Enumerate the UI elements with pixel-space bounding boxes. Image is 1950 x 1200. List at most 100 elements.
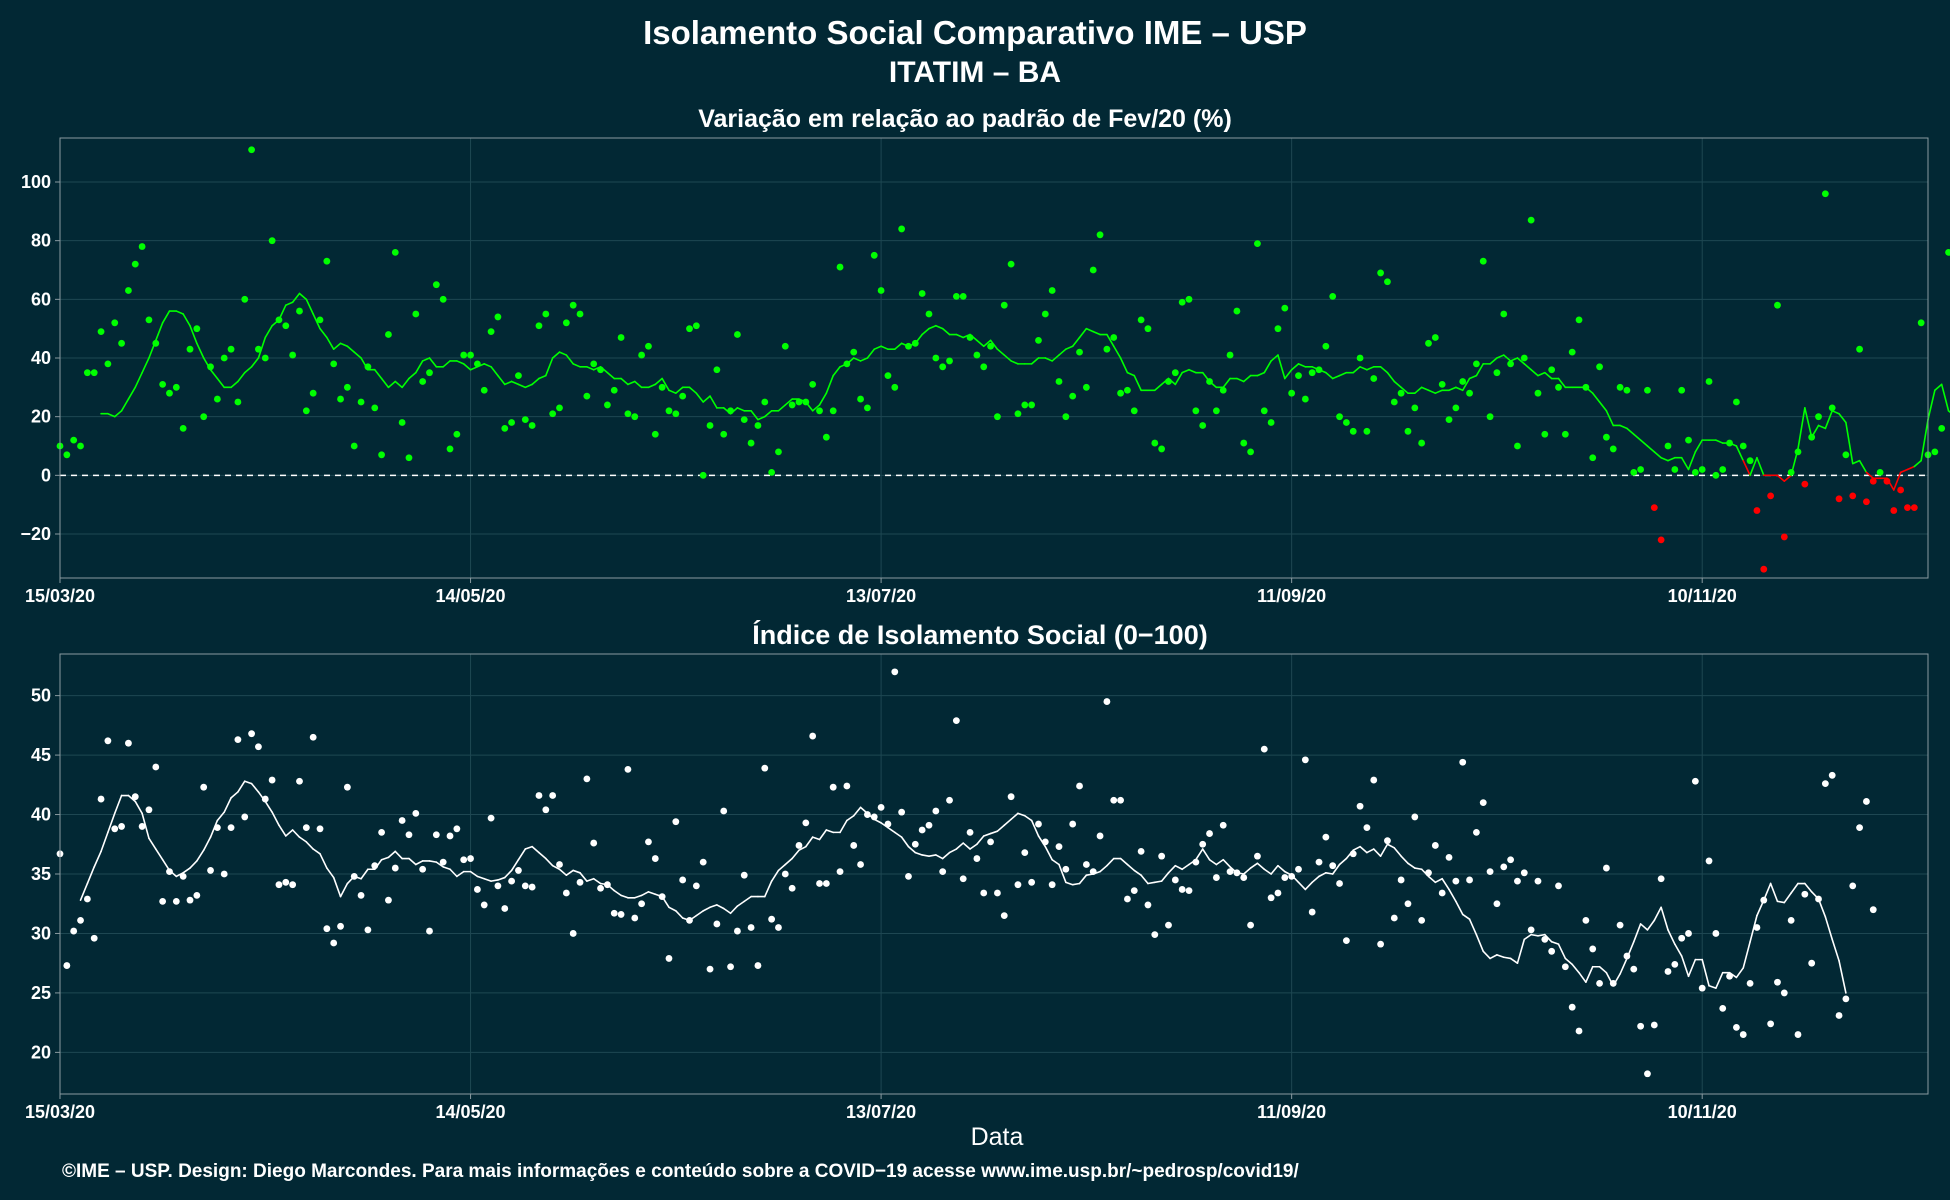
data-point [528, 422, 536, 429]
data-point [542, 310, 550, 318]
moving-average-segment [1427, 389, 1437, 395]
data-point [432, 831, 440, 839]
data-point [665, 955, 673, 962]
moving-average-segment [1407, 862, 1416, 869]
data-point [446, 832, 454, 840]
data-point [357, 398, 365, 406]
data-point [1014, 410, 1022, 418]
moving-average-segment [1153, 880, 1163, 884]
moving-average-segment [332, 342, 342, 351]
moving-average-segment [107, 412, 116, 418]
data-point [638, 900, 646, 908]
data-point [1411, 813, 1419, 821]
data-point [275, 881, 283, 889]
data-point [207, 363, 214, 371]
data-point [1329, 293, 1337, 300]
data-point [747, 924, 755, 931]
data-point [97, 328, 105, 335]
moving-average-segment [551, 864, 561, 871]
data-point [1691, 777, 1699, 785]
data-point [241, 295, 249, 303]
moving-average-segment [1003, 818, 1012, 827]
moving-average-segment [811, 836, 821, 841]
data-point [1856, 345, 1863, 353]
moving-average-segment [285, 301, 294, 307]
data-point [1869, 906, 1877, 914]
moving-average-segment [1523, 933, 1532, 941]
moving-average-segment [469, 365, 479, 371]
data-point [1206, 378, 1213, 385]
data-point [405, 454, 413, 462]
data-point [1110, 796, 1118, 804]
moving-average-segment [1242, 867, 1252, 875]
data-point [1356, 354, 1364, 362]
data-point [337, 395, 344, 403]
moving-average-segment [230, 380, 239, 389]
data-point [1192, 858, 1200, 866]
y-tick-label: 20 [31, 1042, 51, 1062]
moving-average-segment [524, 383, 533, 389]
data-point [1041, 838, 1049, 846]
data-point [1301, 756, 1309, 764]
panel-2-moving-average [79, 780, 1847, 994]
moving-average-segment [1078, 874, 1088, 885]
moving-average-segment [1400, 386, 1409, 395]
moving-average-segment [1701, 958, 1710, 987]
data-point [1753, 507, 1761, 514]
moving-average-segment [852, 806, 862, 817]
moving-average-segment [1804, 407, 1813, 439]
data-point [1664, 442, 1672, 450]
data-point [1124, 386, 1131, 394]
data-point [768, 469, 776, 476]
moving-average-segment [113, 409, 123, 418]
data-point [781, 870, 789, 878]
data-point [761, 398, 769, 406]
moving-average-segment [1544, 371, 1553, 380]
data-point [159, 897, 167, 905]
moving-average-segment [319, 327, 328, 339]
moving-average-segment [1414, 867, 1423, 871]
moving-average-segment [558, 868, 568, 876]
data-point [1418, 916, 1426, 924]
data-point [1897, 486, 1905, 494]
data-point [1869, 477, 1877, 485]
data-point [1363, 427, 1371, 435]
data-point [391, 249, 399, 256]
data-point [877, 804, 885, 811]
data-point [1431, 334, 1439, 341]
moving-average-segment [531, 377, 540, 386]
data-point [1007, 260, 1015, 268]
moving-average-segment [216, 811, 226, 822]
moving-average-segment [545, 857, 554, 867]
moving-average-segment [1817, 424, 1827, 430]
moving-average-segment [332, 876, 342, 898]
data-point [569, 301, 577, 309]
data-point [207, 867, 214, 874]
data-point [227, 345, 235, 353]
moving-average-segment [565, 354, 574, 365]
data-point [542, 806, 550, 814]
moving-average-segment [1626, 427, 1635, 436]
data-point [754, 962, 762, 969]
data-point [597, 884, 604, 892]
data-point [822, 880, 830, 887]
moving-average-segment [196, 342, 205, 359]
data-point [104, 737, 112, 745]
data-point [289, 881, 297, 889]
data-point [980, 363, 988, 371]
data-point [816, 407, 823, 415]
data-point [186, 345, 194, 353]
moving-average-segment [1667, 456, 1676, 462]
data-point [686, 916, 693, 924]
data-point [939, 363, 947, 371]
data-point [1739, 1031, 1747, 1038]
moving-average-segment [326, 867, 335, 879]
moving-average-segment [1708, 984, 1717, 989]
moving-average-segment [976, 339, 985, 348]
data-point [1178, 298, 1186, 306]
moving-average-segment [887, 826, 896, 834]
moving-average-segment [1106, 333, 1115, 348]
data-point [1158, 445, 1166, 453]
data-point [1028, 401, 1036, 409]
data-point [740, 871, 748, 879]
